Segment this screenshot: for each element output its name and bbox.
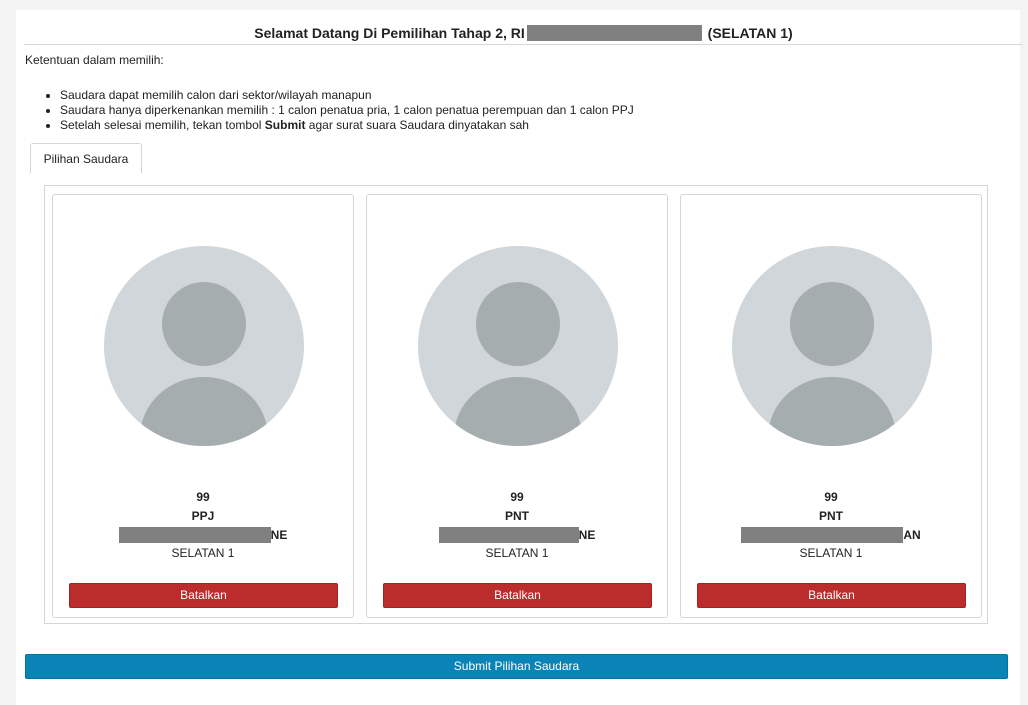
- candidate-name: NE: [53, 527, 353, 543]
- candidate-name-visible: NE: [270, 528, 288, 542]
- candidate-name-visible: AN: [903, 528, 921, 542]
- rule-item: Saudara hanya diperkenankan memilih : 1 …: [60, 103, 634, 118]
- candidate-region: SELATAN 1: [485, 546, 549, 560]
- rule-item: Saudara dapat memilih calon dari sektor/…: [60, 88, 634, 103]
- redacted-block: [118, 527, 271, 543]
- rule-bold-text: Submit: [264, 118, 306, 132]
- submit-button[interactable]: Submit Pilihan Saudara: [25, 654, 1008, 679]
- selection-panel: 99 PPJ NE SELATAN 1 Batalkan 99 PNT NE S…: [44, 185, 988, 624]
- avatar-placeholder-icon: [418, 246, 618, 446]
- candidate-card: 99 PNT AN SELATAN 1 Batalkan: [680, 194, 982, 618]
- candidate-name-visible: NE: [578, 528, 596, 542]
- page-title: Selamat Datang Di Pemilihan Tahap 2, RI …: [24, 22, 1023, 45]
- candidate-name: AN: [681, 527, 981, 543]
- rules-title: Ketentuan dalam memilih:: [25, 53, 164, 67]
- avatar-placeholder-icon: [104, 246, 304, 446]
- candidate-number: 99: [824, 490, 838, 504]
- candidate-number: 99: [510, 490, 524, 504]
- candidate-region: SELATAN 1: [171, 546, 235, 560]
- rule-text: Setelah selesai memilih, tekan tombol: [60, 118, 262, 132]
- title-suffix: (SELATAN 1): [707, 25, 793, 41]
- redacted-block: [741, 527, 904, 543]
- rule-item: Setelah selesai memilih, tekan tombol Su…: [60, 118, 634, 133]
- cancel-button[interactable]: Batalkan: [383, 583, 652, 608]
- candidate-role: PNT: [505, 509, 529, 523]
- candidate-role: PPJ: [191, 509, 215, 523]
- candidate-role: PNT: [819, 509, 843, 523]
- candidate-card: 99 PPJ NE SELATAN 1 Batalkan: [52, 194, 354, 618]
- redacted-block: [438, 527, 579, 543]
- avatar-placeholder-icon: [732, 246, 932, 446]
- voting-page: Selamat Datang Di Pemilihan Tahap 2, RI …: [16, 10, 1023, 705]
- redacted-block: [526, 25, 702, 42]
- candidate-card: 99 PNT NE SELATAN 1 Batalkan: [366, 194, 668, 618]
- candidate-name: NE: [367, 527, 667, 543]
- candidate-number: 99: [196, 490, 210, 504]
- rules-list: Saudara dapat memilih calon dari sektor/…: [60, 88, 634, 133]
- title-prefix: Selamat Datang Di Pemilihan Tahap 2, RI: [254, 25, 525, 41]
- tab-pilihan-saudara[interactable]: Pilihan Saudara: [30, 143, 142, 173]
- cancel-button[interactable]: Batalkan: [69, 583, 338, 608]
- rule-text: agar surat suara Saudara dinyatakan sah: [308, 118, 529, 132]
- candidate-region: SELATAN 1: [799, 546, 863, 560]
- cancel-button[interactable]: Batalkan: [697, 583, 966, 608]
